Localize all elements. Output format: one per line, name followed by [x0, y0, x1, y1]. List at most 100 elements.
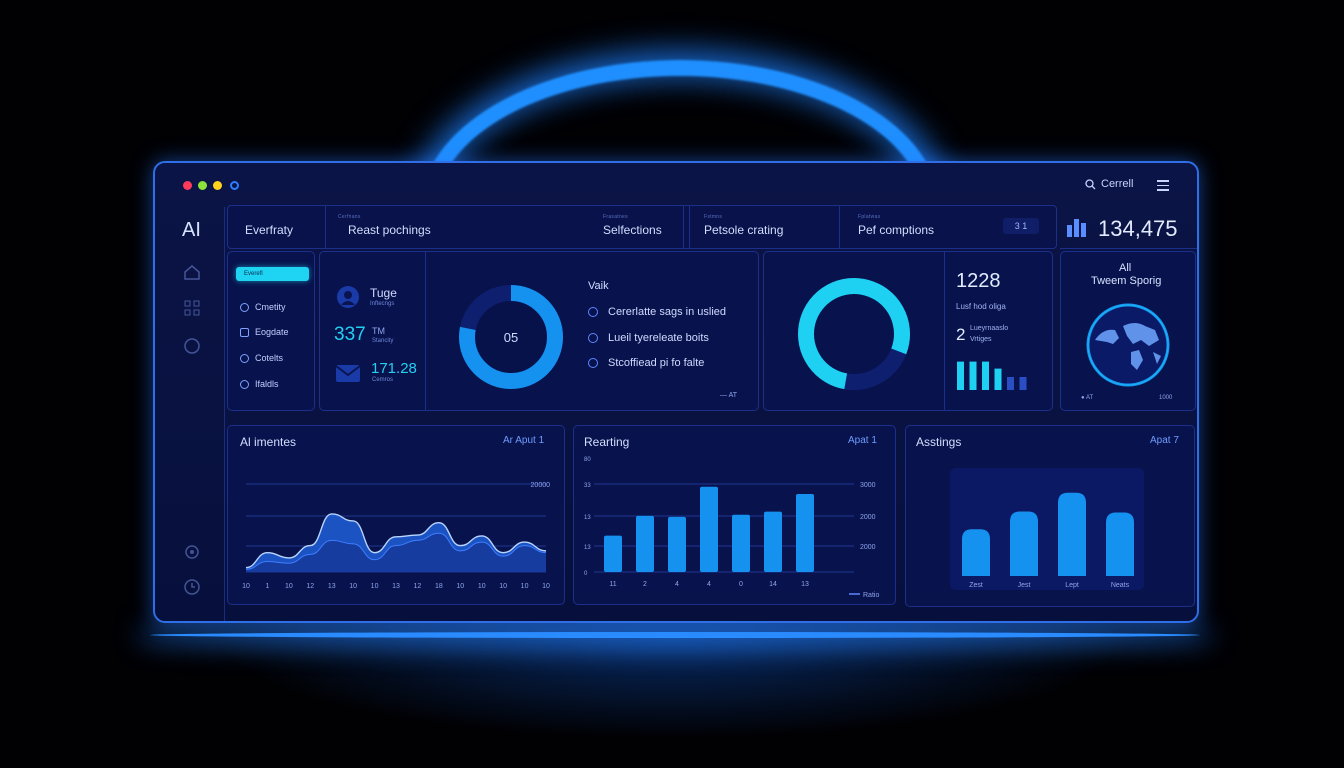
mini-bar [994, 368, 1002, 390]
x-tick-label: 10 [371, 583, 379, 590]
bar [700, 486, 718, 572]
window-dot-green[interactable] [198, 181, 207, 190]
area-chart-panel: Al imentes Ar Aput 1 20000 10 1 10 12 13 10 10 1… [227, 425, 565, 605]
calendar-icon [240, 327, 249, 337]
checklist-label: Lueil tyereleate boits [608, 332, 709, 344]
bar [796, 494, 814, 572]
checklist-item[interactable]: Stcoffiead pi fo falte [588, 357, 704, 369]
ring-donut [797, 278, 910, 390]
y-tick-label: 13 [584, 515, 591, 521]
bar [732, 514, 750, 572]
checklist-label: Cererlatte sags in uslied [608, 306, 727, 318]
metric-value-1: 1228 [956, 270, 1001, 292]
chart-period[interactable]: Ar Aput 1 [503, 435, 545, 446]
x-tick-label: 12 [414, 583, 422, 590]
nav-panel: Everefl Cmetity Eogdate Cotelts Ifaldls [227, 251, 315, 411]
mini-bar [969, 361, 977, 390]
settings-icon[interactable] [183, 543, 201, 561]
clock-icon[interactable] [183, 578, 201, 596]
chart-period[interactable]: Apat 7 [1150, 435, 1179, 446]
tab-label: Selfections [603, 223, 662, 237]
x-tick-label: Neats [1111, 582, 1130, 589]
hamburger-menu-icon[interactable] [1157, 180, 1169, 191]
window-dot-yellow[interactable] [213, 181, 222, 190]
x-tick-label: 10 [542, 583, 550, 590]
tab-caption: Fstmns [704, 214, 723, 220]
y-tick-label: 2000 [860, 544, 876, 551]
x-tick-label: Jest [1018, 582, 1031, 589]
globe-foot-left-label: AT [1085, 395, 1094, 401]
metric-label-1: Lusf hod oliga [956, 302, 1006, 311]
x-tick-label: 10 [349, 583, 357, 590]
checklist-footer: — AT [720, 392, 737, 399]
x-tick-label: 14 [769, 581, 777, 588]
mini-bar [1019, 377, 1027, 390]
tab-caption: Fplatwas [858, 214, 881, 220]
x-tick-label: 1 [265, 583, 269, 590]
bar-chart-icon [1067, 219, 1086, 237]
mini-bar [1007, 377, 1014, 390]
globe-title-1: All [1119, 262, 1132, 274]
nav-item-ifaldls[interactable]: Ifaldls [240, 379, 279, 389]
bar [1010, 511, 1038, 576]
tab-reast-pochings[interactable]: Cerfnans Reast pochings [326, 206, 690, 248]
nav-label: Cotelts [255, 353, 284, 363]
stat-value-2-sub: Cemros [372, 377, 394, 383]
tab-petsole-crating[interactable]: Fstmns Petsole crating [684, 206, 840, 248]
world-globe-icon [1086, 303, 1170, 387]
bar [1058, 492, 1086, 576]
checklist-item[interactable]: Cererlatte sags in uslied [588, 306, 726, 318]
home-icon[interactable] [183, 263, 201, 281]
total-stat: 134,475 [1060, 205, 1197, 249]
search-button[interactable]: Cerrell [1085, 178, 1133, 190]
stats-title: Tuge [370, 286, 397, 300]
x-tick-label: 4 [707, 581, 711, 588]
bar [1106, 512, 1134, 576]
donut-center-label: 05 [504, 330, 518, 345]
x-tick-label: Lept [1065, 582, 1079, 589]
grid-icon[interactable] [183, 299, 201, 317]
tab-selfections[interactable]: Frasatnes Selfections [592, 206, 684, 248]
chart-title: Al imentes [240, 435, 297, 449]
divider [425, 252, 426, 410]
globe-icon[interactable] [183, 337, 201, 355]
nav-item-cmetity[interactable]: Cmetity [240, 302, 286, 312]
y-tick-label: 33 [584, 483, 591, 489]
window-dot-blue[interactable] [230, 181, 239, 190]
y-tick-label: 0 [584, 571, 588, 577]
title-bar: Cerrell [155, 163, 1197, 207]
chart-period[interactable]: Apat 1 [848, 435, 877, 446]
floor-glow [150, 632, 1200, 638]
progress-donut: 05 [459, 285, 563, 389]
area-chart: 20000 10 1 10 12 13 10 10 13 12 18 10 10 10 10 10 [242, 482, 550, 590]
mini-bar [982, 361, 989, 390]
nav-item-eogdate[interactable]: Eogdate [240, 327, 289, 337]
x-tick-label: 0 [739, 581, 743, 588]
bar [668, 516, 686, 572]
x-tick-label: 13 [328, 583, 336, 590]
x-tick-label: 10 [456, 583, 464, 590]
tab-label: Everfraty [245, 223, 294, 237]
window-dot-red[interactable] [183, 181, 192, 190]
x-tick-label: 10 [499, 583, 507, 590]
tab-pef-comptions[interactable]: Fplatwas Pef comptions [840, 206, 1056, 248]
x-tick-label: 11 [609, 581, 616, 588]
tab-everfraty[interactable]: Everfraty [228, 206, 326, 248]
chart-title: Rearting [584, 435, 630, 449]
x-tick-label: 10 [521, 583, 529, 590]
stats-subtitle: Inftecngs [370, 301, 395, 307]
info-icon [240, 379, 249, 389]
nav-item-cotelts[interactable]: Cotelts [240, 353, 283, 363]
bar-chart-2: Zest Jest Lept Neats [950, 468, 1144, 590]
nav-active-item[interactable]: Everefl [236, 267, 309, 281]
checklist-footer-label: AT [728, 392, 737, 399]
search-icon [1085, 178, 1096, 189]
metric-label-2b: Vrtiges [970, 336, 992, 343]
mail-icon [335, 365, 361, 382]
nav-label: Eogdate [255, 327, 289, 337]
y-tick-label: 13 [584, 545, 591, 551]
checklist-item[interactable]: Lueil tyereleate boits [588, 332, 709, 344]
count-badge[interactable]: 3 1 [1003, 218, 1039, 234]
area-series-line [245, 532, 547, 570]
